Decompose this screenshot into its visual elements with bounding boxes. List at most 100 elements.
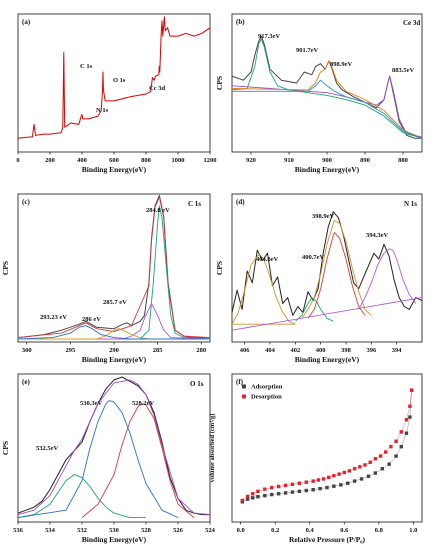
series-line: [307, 232, 366, 319]
x-tick-label: 528: [141, 527, 152, 534]
series-line: [17, 325, 210, 340]
panel-label: (f): [236, 378, 244, 386]
panel-a-survey-spectrum: (a) 0 200 400 600 800 1000 1200 Binding Energy(e…: [16, 13, 217, 174]
panel-title: O 1s: [190, 380, 204, 388]
peak-annotation: 286 eV: [82, 316, 101, 323]
data-point: [240, 498, 245, 503]
x-tick-label: 1000: [172, 157, 185, 164]
x-tick-label: 398: [341, 347, 352, 354]
x-tick-label: 200: [45, 157, 55, 164]
peak-annotation: O 1s: [113, 77, 126, 84]
series-line: [231, 254, 296, 325]
x-axis-label: Binding Energy(eV): [295, 165, 360, 174]
series-line: [231, 75, 423, 138]
plot-frame: [231, 193, 423, 343]
y-axis-label: volume absorbed (cm³/g): [209, 414, 216, 483]
legend-label: Adsorption: [251, 384, 283, 391]
panel-label: (a): [22, 18, 31, 26]
x-tick-label: 524: [205, 527, 216, 534]
x-tick-label: 910: [284, 157, 294, 164]
x-tick-label: 0.0: [237, 527, 245, 534]
x-tick-label: 404: [265, 347, 276, 354]
peak-annotation: 530.3eV: [80, 400, 103, 407]
series-line: [301, 220, 372, 319]
panel-e-o1s-spectrum: (e) O 1s 536 534 532 530 528 526 524 Binding Ener…: [1, 373, 216, 544]
peak-annotation: 284.8 eV: [146, 207, 170, 214]
series-line: [232, 79, 423, 139]
x-tick-label: 394: [392, 347, 403, 354]
panel-c-c1s-spectrum: (c) C 1s 300 295 290 285 280 Binding Energy(eV)…: [1, 193, 211, 364]
panel-d-n1s-spectrum: (d) N 1s 406 404 402 400 398 396 394 Binding Ener…: [215, 193, 423, 364]
x-axis-label: Binding Energy(eV): [295, 355, 360, 364]
x-tick-label: 400: [77, 157, 87, 164]
series-line: [17, 474, 146, 519]
peak-annotation: 394.3eV: [366, 232, 389, 239]
series-line: [231, 297, 423, 331]
panel-title: Ce 3d: [403, 19, 420, 27]
x-axis-label: Binding Energy(eV): [82, 535, 147, 544]
series-line: [17, 379, 211, 516]
peak-annotation: 532.5eV: [36, 445, 59, 452]
series-line: [231, 211, 423, 316]
y-axis-label: CPS: [1, 441, 10, 455]
x-tick-label: 920: [246, 157, 256, 164]
x-tick-label: 406: [240, 347, 251, 354]
peak-annotation: 400.7eV: [302, 254, 325, 261]
x-axis-label: Binding Energy(eV): [82, 165, 147, 174]
series-line: [242, 390, 412, 503]
x-tick-label: 400: [316, 347, 326, 354]
x-tick-label: 300: [22, 347, 32, 354]
x-tick-label: 890: [360, 157, 370, 164]
series-line: [358, 248, 417, 310]
x-tick-label: 1.0: [409, 527, 417, 534]
panel-label: (d): [236, 198, 245, 206]
series-line: [231, 38, 423, 139]
peak-annotation: 917.3eV: [258, 33, 281, 40]
legend-marker: [242, 394, 246, 399]
y-axis-label: CPS: [1, 261, 10, 275]
x-tick-label: 402: [290, 347, 300, 354]
peak-annotation: Cc 3d: [149, 85, 165, 92]
x-tick-label: 526: [173, 527, 184, 534]
plot-frame: [231, 373, 423, 523]
y-axis-label: CPS: [215, 261, 224, 275]
x-tick-label: 880: [398, 157, 408, 164]
series-line: [294, 297, 334, 322]
legend-label: Desorption: [251, 394, 282, 401]
x-tick-label: 285: [153, 347, 164, 354]
x-tick-label: 534: [45, 527, 56, 534]
series-line: [17, 196, 211, 339]
peak-annotation: 285.7 eV: [103, 299, 127, 306]
series-line: [18, 205, 211, 340]
series-line: [17, 16, 211, 139]
panel-title: N 1s: [404, 200, 417, 208]
series-line: [81, 403, 195, 518]
x-tick-label: 0: [16, 157, 19, 164]
panel-b-ce3d-spectrum: (b) Ce 3d 920 910 900 890 880 Binding Energy(eV…: [215, 13, 423, 174]
peak-annotation: 883.5eV: [392, 67, 415, 74]
x-tick-label: 0.4: [306, 527, 315, 534]
x-tick-label: 530: [109, 527, 119, 534]
x-tick-label: 280: [196, 347, 206, 354]
panel-f-isotherm-plot: (f) 0.0 0.2 0.4 0.6 0.8 1.0 Relative Pressure (…: [209, 373, 423, 544]
peak-annotation: 293.23 eV: [40, 314, 67, 321]
peak-annotation: 901.7eV: [296, 47, 319, 54]
panel-label: (c): [22, 198, 30, 206]
x-tick-label: 396: [366, 347, 377, 354]
peak-annotation: 898.9eV: [330, 61, 353, 68]
x-tick-label: 600: [109, 157, 119, 164]
x-tick-label: 536: [13, 527, 24, 534]
series-line: [17, 400, 179, 519]
series-line: [242, 390, 412, 501]
y-axis-label: CPS: [215, 76, 224, 90]
x-tick-label: 1200: [204, 157, 217, 164]
peak-annotation: N 1s: [96, 107, 109, 114]
x-tick-label: 0.6: [340, 527, 349, 534]
x-axis-label: Relative Pressure (P/P₀): [289, 535, 366, 544]
x-tick-label: 900: [322, 157, 332, 164]
panel-title: C 1s: [188, 200, 201, 208]
x-tick-label: 532: [77, 527, 87, 534]
peak-annotation: C 1s: [80, 63, 93, 70]
x-tick-label: 0.8: [375, 527, 384, 534]
